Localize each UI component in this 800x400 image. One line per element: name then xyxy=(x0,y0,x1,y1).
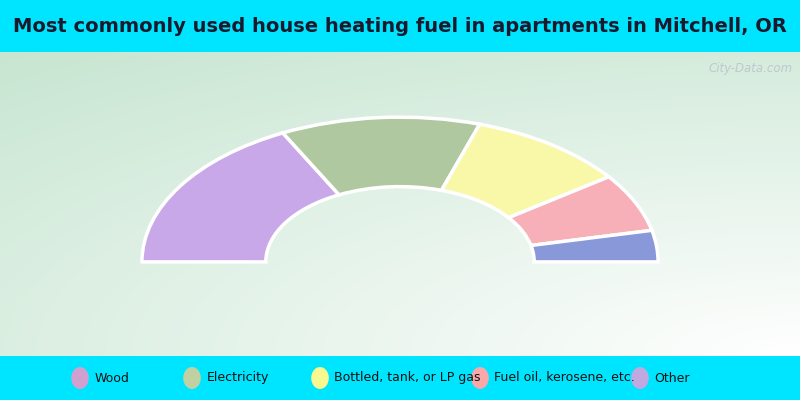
Text: Most commonly used house heating fuel in apartments in Mitchell, OR: Most commonly used house heating fuel in… xyxy=(13,16,787,36)
Wedge shape xyxy=(509,177,652,246)
Ellipse shape xyxy=(311,367,329,389)
Wedge shape xyxy=(531,230,658,262)
Wedge shape xyxy=(283,117,480,195)
Text: Fuel oil, kerosene, etc.: Fuel oil, kerosene, etc. xyxy=(494,372,635,384)
Text: Other: Other xyxy=(654,372,690,384)
Text: Bottled, tank, or LP gas: Bottled, tank, or LP gas xyxy=(334,372,481,384)
Ellipse shape xyxy=(471,367,489,389)
Ellipse shape xyxy=(71,367,89,389)
Wedge shape xyxy=(142,133,339,262)
Ellipse shape xyxy=(631,367,649,389)
Text: Wood: Wood xyxy=(94,372,130,384)
Ellipse shape xyxy=(183,367,201,389)
Text: City-Data.com: City-Data.com xyxy=(708,62,792,75)
Wedge shape xyxy=(442,124,609,218)
Text: Electricity: Electricity xyxy=(206,372,269,384)
